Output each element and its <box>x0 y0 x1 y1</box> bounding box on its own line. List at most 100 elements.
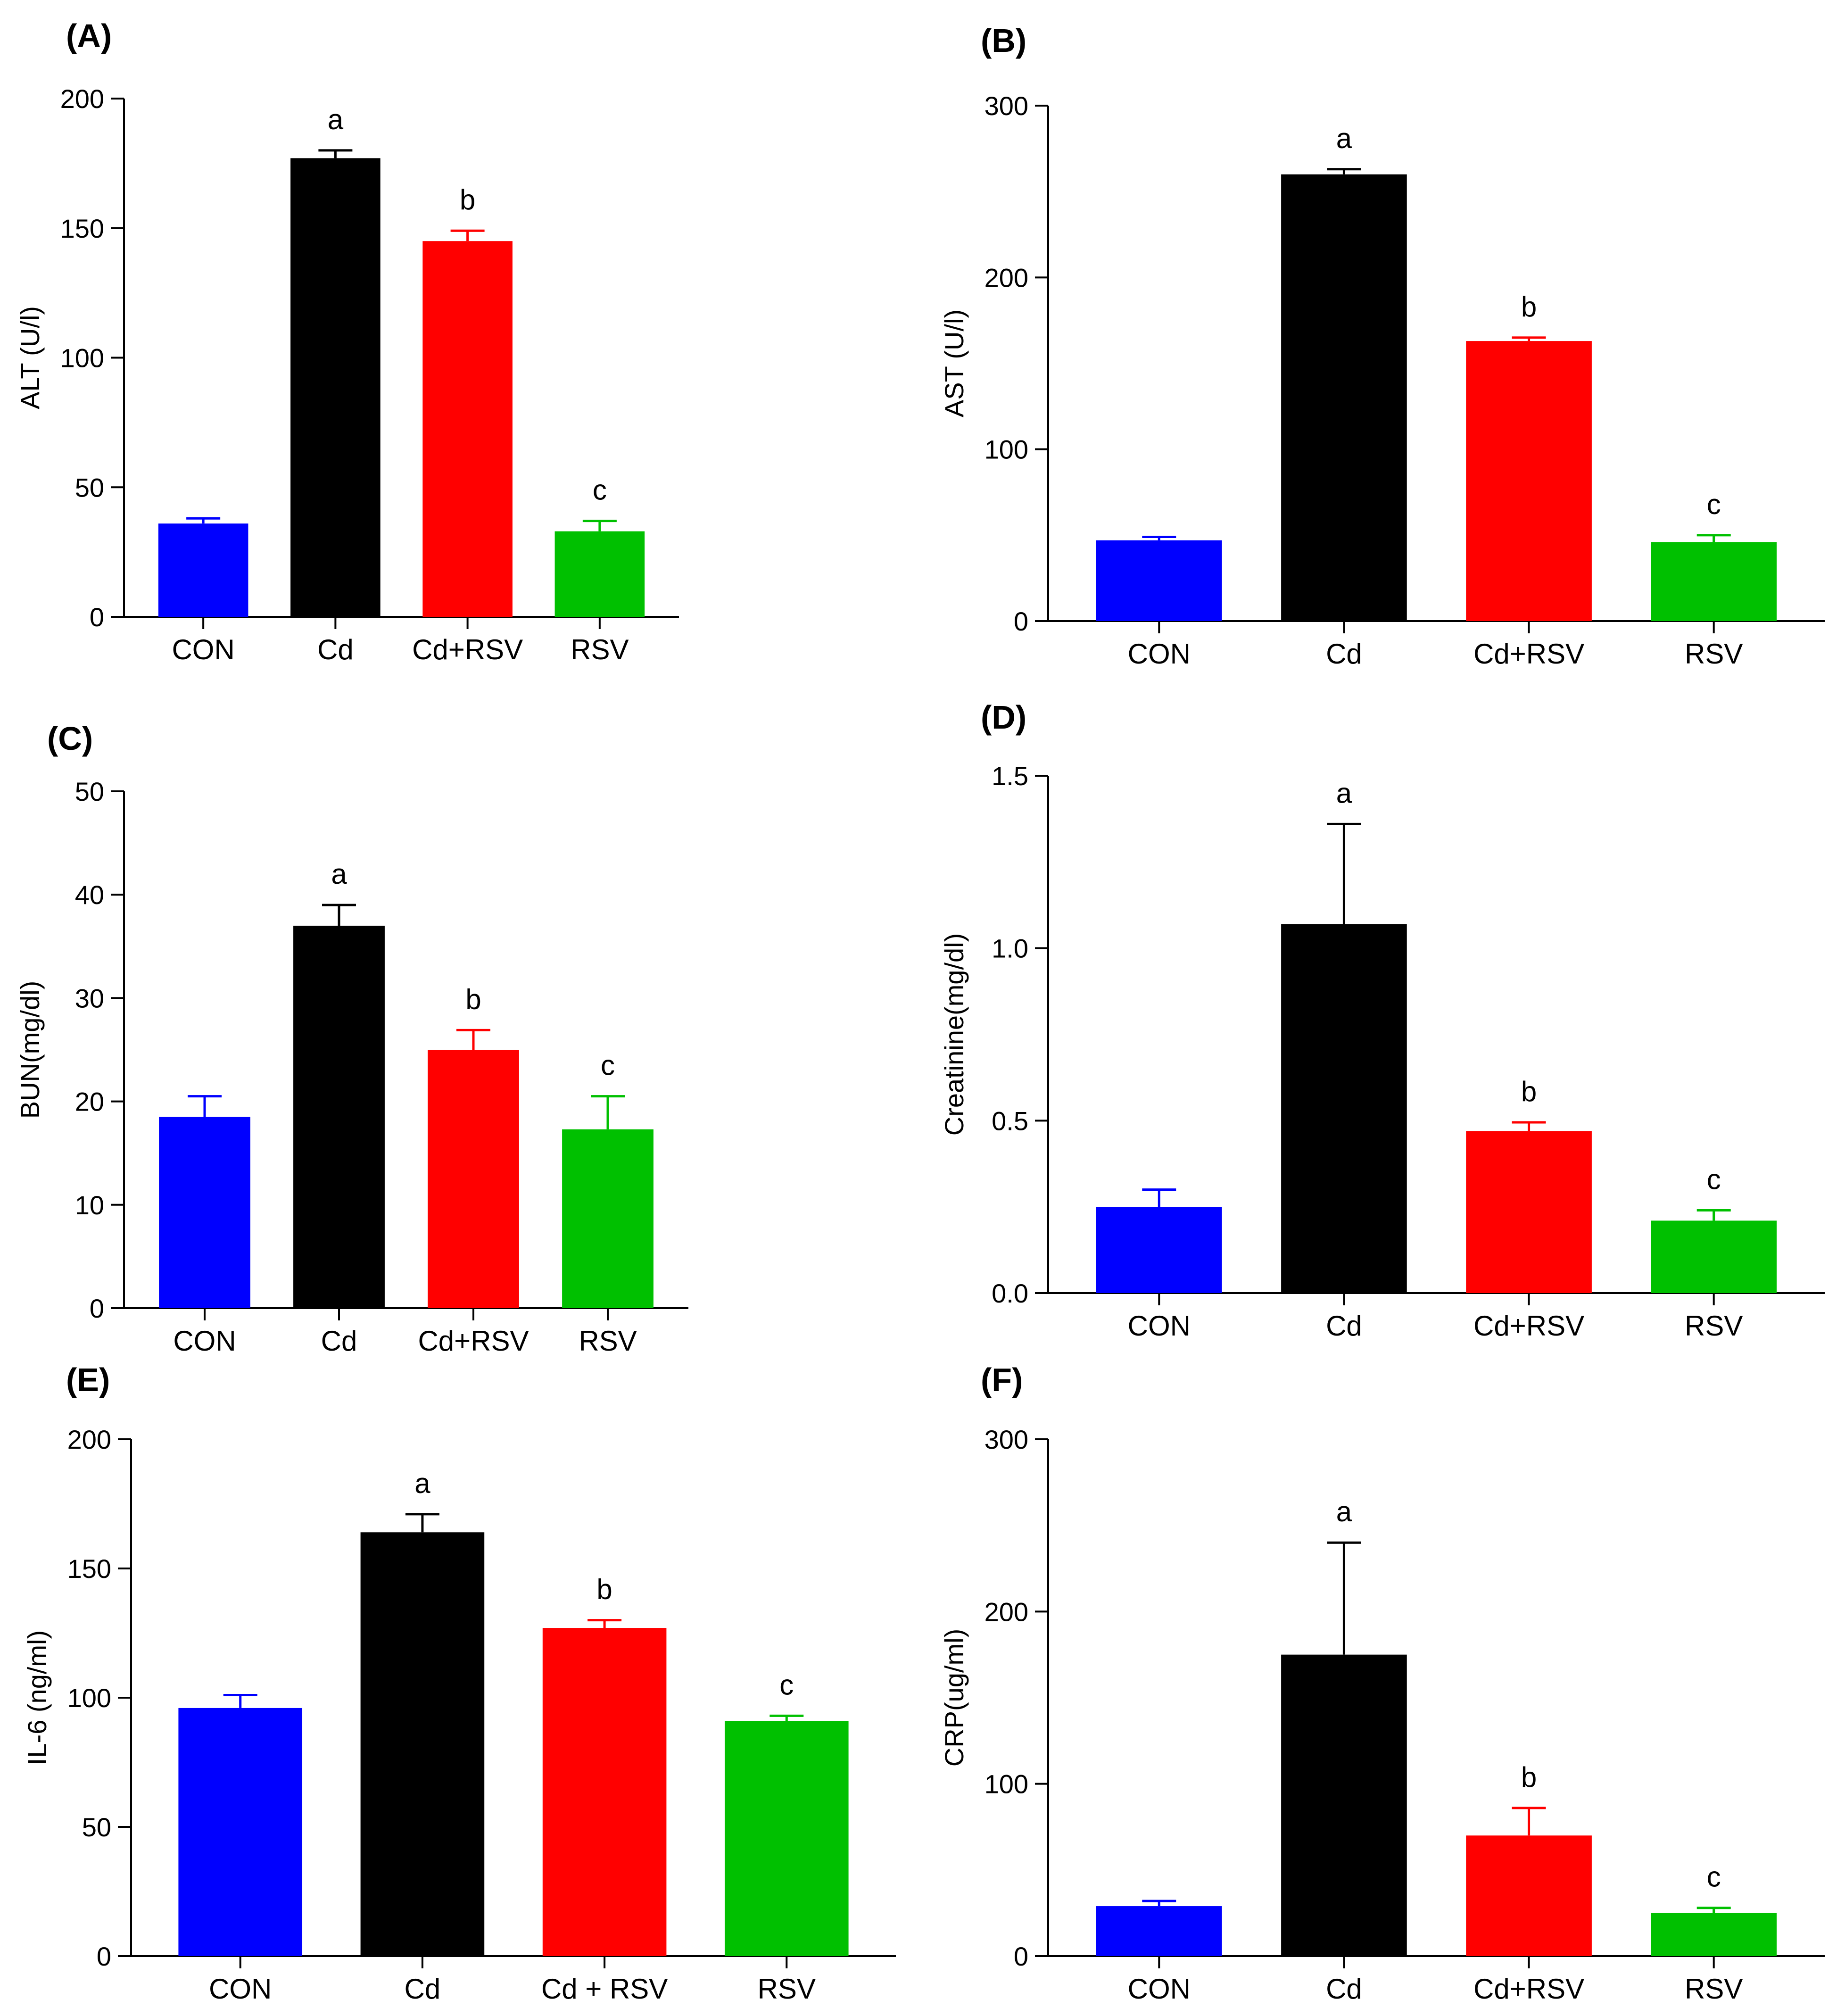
y-tick-label: 150 <box>60 214 104 243</box>
bar-cd <box>1281 1654 1407 1956</box>
chart-panel-3: (C) 0 10 20 30 40 50 BUN(mg/dl) CON Cd a Cd+RSV b RSV… <box>15 720 688 1357</box>
panel-label: (A) <box>66 17 112 54</box>
category-label: Cd <box>1326 1310 1362 1342</box>
bar-cd-rsv <box>422 241 513 617</box>
category-label: Cd+RSV <box>1473 1310 1584 1342</box>
y-tick-label: 0 <box>90 602 104 632</box>
y-tick-label: 0 <box>1014 606 1028 636</box>
y-tick-label: 100 <box>985 435 1028 465</box>
y-tick-label: 300 <box>985 1425 1028 1454</box>
bar-cd <box>1281 924 1407 1293</box>
significance-letter: b <box>596 1574 612 1605</box>
bar-con <box>1096 1207 1222 1293</box>
chart-panel-2: (B) 0 100 200 300 AST (U/l) CON Cd a Cd+RSV b RSV c <box>939 22 1825 670</box>
significance-letter: a <box>1336 777 1352 809</box>
panel-label: (B) <box>981 22 1026 59</box>
bar-cd-rsv <box>1466 1835 1592 1956</box>
bar-cd-rsv <box>1466 341 1592 621</box>
significance-letter: c <box>1707 489 1721 520</box>
significance-letter: a <box>414 1468 430 1499</box>
y-tick-label: 50 <box>82 1812 111 1842</box>
category-label: Cd <box>1326 1973 1362 2005</box>
y-tick-label: 0.0 <box>992 1278 1028 1308</box>
y-tick-label: 10 <box>75 1190 104 1220</box>
category-label: CON <box>1128 1973 1191 2005</box>
bar-con <box>158 523 248 617</box>
significance-letter: c <box>1707 1861 1721 1893</box>
y-tick-label: 1.5 <box>992 761 1028 791</box>
bar-cd <box>290 158 381 617</box>
y-axis-title: IL-6 (ng/ml) <box>22 1630 52 1765</box>
bar-cd-rsv <box>428 1050 519 1308</box>
bar-rsv <box>724 1721 849 1956</box>
category-label: Cd <box>405 1973 441 2005</box>
category-label: RSV <box>579 1325 637 1357</box>
category-label: RSV <box>571 634 629 665</box>
significance-letter: b <box>1521 1761 1537 1793</box>
significance-letter: a <box>1336 1496 1352 1527</box>
y-tick-label: 200 <box>985 263 1028 292</box>
y-tick-label: 0 <box>97 1941 111 1971</box>
significance-letter: b <box>1521 291 1537 323</box>
category-label: RSV <box>1685 1310 1743 1342</box>
y-tick-label: 200 <box>60 84 104 114</box>
y-tick-label: 40 <box>75 880 104 910</box>
significance-letter: c <box>1707 1163 1721 1195</box>
y-tick-label: 150 <box>67 1554 111 1584</box>
bar-cd-rsv <box>542 1628 667 1956</box>
bar-rsv <box>554 531 645 617</box>
y-tick-label: 0 <box>1014 1941 1028 1971</box>
bar-con <box>1096 540 1222 621</box>
significance-letter: c <box>779 1669 794 1701</box>
significance-letter: a <box>331 858 347 890</box>
category-label: RSV <box>1685 638 1743 670</box>
y-tick-label: 0.5 <box>992 1106 1028 1136</box>
category-label: CON <box>172 634 234 665</box>
category-label: Cd+RSV <box>412 634 523 665</box>
bar-con <box>178 1708 303 1956</box>
y-tick-label: 200 <box>67 1425 111 1454</box>
y-tick-label: 1.0 <box>992 934 1028 963</box>
category-label: Cd <box>1326 638 1362 670</box>
significance-letter: c <box>601 1050 615 1081</box>
y-tick-label: 0 <box>90 1294 104 1323</box>
category-label: CON <box>1128 638 1191 670</box>
bar-rsv <box>1651 1220 1777 1293</box>
bar-con <box>159 1117 250 1308</box>
y-tick-label: 300 <box>985 91 1028 121</box>
significance-letter: c <box>593 474 607 506</box>
bar-cd-rsv <box>1466 1131 1592 1293</box>
category-label: RSV <box>758 1973 816 2005</box>
category-label: CON <box>173 1325 236 1357</box>
bar-rsv <box>1651 1913 1777 1956</box>
bar-rsv <box>562 1129 654 1308</box>
y-axis-title: ALT (U/l) <box>15 306 45 409</box>
panel-label: (D) <box>981 699 1026 736</box>
category-label: CON <box>1128 1310 1191 1342</box>
category-label: Cd+RSV <box>1473 638 1584 670</box>
y-axis-title: AST (U/l) <box>939 309 969 417</box>
chart-panel-5: (E) 0 50 100 150 200 IL-6 (ng/ml) CON Cd a Cd + RS… <box>22 1361 896 2005</box>
bar-cd <box>293 925 385 1308</box>
y-tick-label: 100 <box>60 343 104 373</box>
y-tick-label: 30 <box>75 983 104 1013</box>
y-tick-label: 50 <box>75 473 104 502</box>
bar-rsv <box>1651 542 1777 621</box>
chart-panel-4: (D) 0.0 0.5 1.0 1.5 Creatinine(mg/dl) CON Cd a Cd… <box>939 699 1825 1342</box>
category-label: Cd+RSV <box>418 1325 529 1357</box>
bar-cd <box>360 1532 485 1956</box>
y-tick-label: 20 <box>75 1087 104 1117</box>
significance-letter: a <box>1336 123 1352 154</box>
y-tick-label: 100 <box>67 1683 111 1713</box>
y-axis-title: Creatinine(mg/dl) <box>939 933 969 1136</box>
category-label: CON <box>209 1973 272 2005</box>
y-axis-title: BUN(mg/dl) <box>15 981 45 1119</box>
y-tick-label: 100 <box>985 1769 1028 1799</box>
y-tick-label: 50 <box>75 777 104 806</box>
bar-con <box>1096 1906 1222 1956</box>
category-label: RSV <box>1685 1973 1743 2005</box>
bar-cd <box>1281 174 1407 621</box>
panel-label: (F) <box>981 1361 1023 1398</box>
